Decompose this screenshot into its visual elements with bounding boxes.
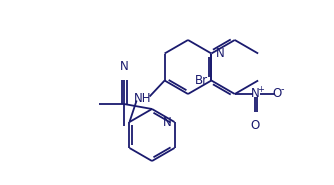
Text: N: N: [215, 47, 224, 60]
Text: N: N: [250, 87, 259, 100]
Text: Br: Br: [195, 74, 208, 87]
Text: N: N: [120, 60, 128, 73]
Text: O: O: [250, 119, 260, 132]
Text: N: N: [163, 115, 172, 129]
Text: O: O: [272, 87, 281, 100]
Text: NH: NH: [134, 92, 151, 105]
Text: -: -: [281, 84, 285, 94]
Text: +: +: [257, 85, 264, 93]
